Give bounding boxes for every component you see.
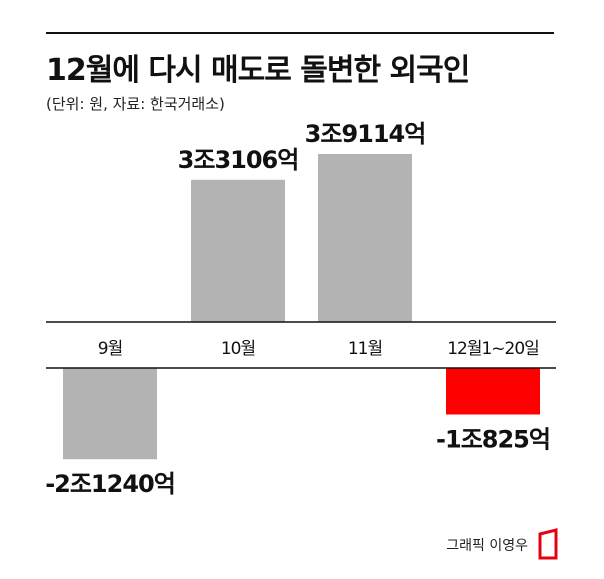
category-label-1: 9월: [98, 339, 122, 359]
bar-3: [318, 154, 412, 322]
data-label-3: 3조9114억: [305, 120, 426, 148]
chart-title: 12월에 다시 매도로 돌변한 외국인: [46, 53, 470, 88]
category-label-3: 11월: [348, 339, 382, 359]
bar-2: [191, 179, 285, 322]
bar-4: [446, 368, 540, 415]
data-label-4: -1조825억: [436, 425, 550, 453]
publisher-logo-icon: [538, 528, 558, 560]
category-label-2: 10월: [221, 339, 255, 359]
top-rule: [46, 32, 554, 34]
data-label-2: 3조3106억: [178, 146, 299, 174]
category-label-4: 12월1~20일: [447, 339, 539, 359]
bar-1: [63, 368, 157, 460]
graphic-credit: 그래픽 이영우: [446, 538, 528, 554]
data-label-1: -2조1240억: [45, 470, 175, 498]
chart-subtitle: (단위: 원, 자료: 한국거래소): [46, 95, 225, 113]
